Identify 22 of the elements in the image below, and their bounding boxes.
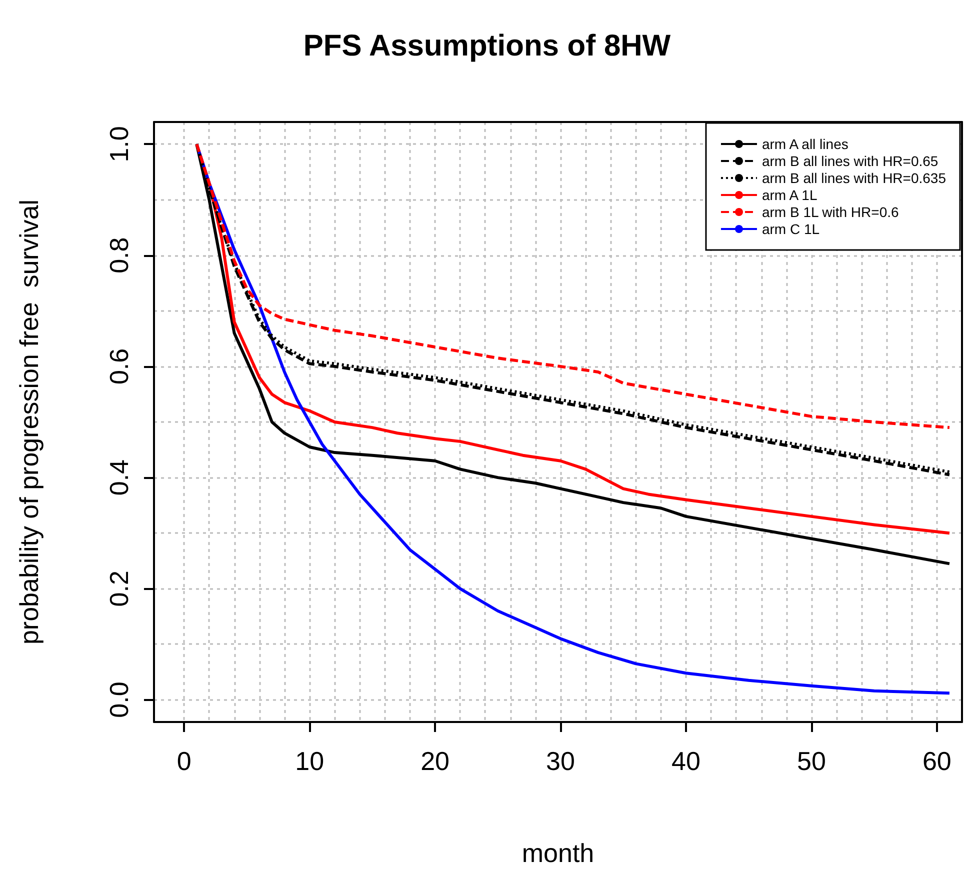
y-tick-label: 1.0 [104,126,134,162]
legend-label: arm C 1L [762,221,820,237]
x-tick-label: 50 [796,746,826,776]
x-tick-label: 10 [295,746,324,776]
chart-title: PFS Assumptions of 8HW [303,30,672,62]
x-tick-label: 0 [176,746,192,776]
legend-label: arm B 1L with HR=0.6 [762,204,900,220]
x-tick-label: 30 [546,746,575,776]
legend-label: arm A all lines [762,136,848,152]
legend-label: arm B all lines with HR=0.65 [762,153,938,169]
x-tick-label: 20 [420,746,450,776]
x-tick-label: 60 [922,746,952,776]
y-tick-label: 0.2 [104,570,134,607]
x-axis-title: month [522,838,594,868]
y-tick-label: 0.6 [104,348,134,385]
legend-label: arm A 1L [762,187,818,203]
y-tick-label: 0.4 [104,459,134,496]
y-tick-label: 0.8 [104,237,134,274]
y-tick-label: 0.0 [104,682,134,718]
y-axis-title: probability of progression free survival [14,199,44,645]
x-tick-label: 40 [672,746,700,776]
legend-label: arm B all lines with HR=0.635 [762,170,946,186]
